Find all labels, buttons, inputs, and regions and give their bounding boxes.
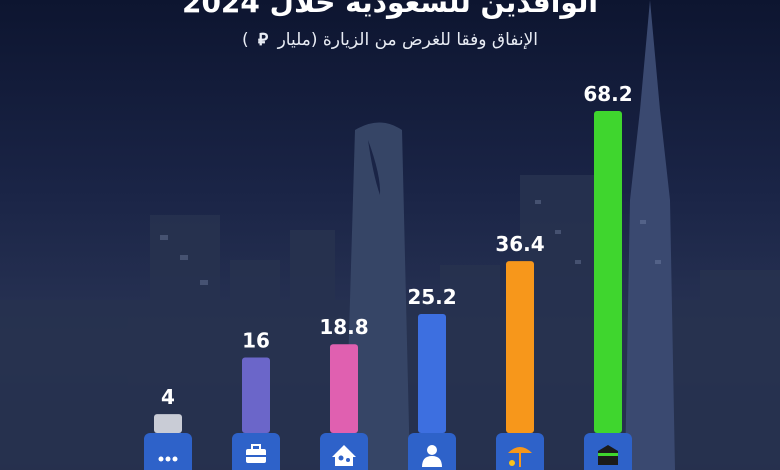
person-icon xyxy=(422,445,442,467)
bar xyxy=(330,344,358,433)
value-label: 4 xyxy=(161,385,175,409)
more-dots-icon xyxy=(158,456,178,462)
bar xyxy=(506,261,534,433)
family-house-icon xyxy=(332,445,356,466)
subtitle-close: ) xyxy=(242,30,249,50)
chart-title: الوافدين للسعودية خلال 2024 xyxy=(181,0,599,19)
briefcase-icon xyxy=(246,444,266,463)
subtitle-text: الإنفاق وفقا للغرض من الزيارة (مليار xyxy=(277,30,538,50)
bar xyxy=(154,414,182,433)
value-label: 36.4 xyxy=(495,232,544,256)
value-label: 16 xyxy=(242,328,270,352)
icon-tile xyxy=(144,433,192,470)
value-label: 68.2 xyxy=(583,82,632,106)
riyal-symbol: ⃁ xyxy=(258,30,269,50)
bar xyxy=(594,111,622,433)
bar xyxy=(418,314,446,433)
value-label: 18.8 xyxy=(319,315,368,339)
bar xyxy=(242,357,270,433)
beach-umbrella-icon xyxy=(508,447,532,467)
value-label: 25.2 xyxy=(407,285,456,309)
kaaba-icon xyxy=(598,445,618,465)
chart-subtitle: الإنفاق وفقا للغرض من الزيارة (مليار ⃁ ) xyxy=(0,28,780,50)
